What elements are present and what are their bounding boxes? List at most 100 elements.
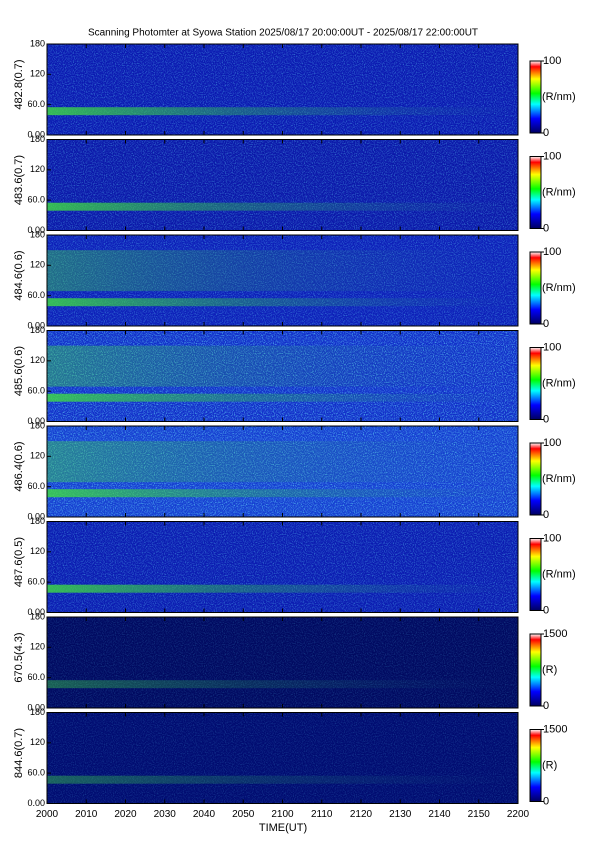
y-tick-label: 0.00 (27, 416, 45, 426)
colorbar-label: (R/nm) (542, 282, 576, 294)
y-tick-label: 180 (30, 420, 45, 430)
colorbar-tick-label: 1500 (543, 628, 567, 640)
y-tick-label: 120 (30, 642, 45, 652)
panel-noise (47, 521, 518, 613)
colorbar (529, 442, 542, 516)
colorbar-label: (R/nm) (542, 186, 576, 198)
colorbar-tick-label: 0 (543, 604, 549, 616)
y-axis-label: 670.5(4.3) (13, 632, 25, 682)
x-tick-label: 2000 (36, 809, 59, 820)
y-tick-label: 0.00 (27, 702, 45, 712)
panel-noise (47, 44, 518, 135)
colorbar (529, 251, 542, 325)
aurora-band (47, 345, 518, 387)
aurora-band (47, 250, 518, 292)
colorbar-tick-label: 100 (543, 55, 561, 67)
x-tick-label: 2100 (271, 809, 294, 820)
y-tick-label: 60.0 (27, 386, 45, 396)
panel-noise (47, 712, 518, 804)
colorbar-label: (R/nm) (542, 377, 576, 389)
aurora-band (47, 393, 518, 402)
aurora-band (47, 298, 518, 307)
colorbar (529, 729, 542, 802)
y-tick-label: 60.0 (27, 290, 45, 300)
y-tick-label: 120 (30, 164, 45, 174)
y-tick-label: 60.0 (27, 672, 45, 682)
colorbar (529, 633, 542, 707)
colorbar-tick-label: 100 (543, 341, 561, 353)
colorbar-tick-label: 100 (543, 532, 561, 544)
x-tick-label: 2040 (193, 809, 216, 820)
y-tick-label: 0.00 (27, 129, 45, 139)
y-tick-label: 120 (30, 451, 45, 461)
y-axis-label: 486.4(0.6) (13, 441, 25, 491)
y-axis-label: 844.6(0.7) (13, 728, 25, 778)
y-tick-label: 0.00 (27, 320, 45, 330)
aurora-band (47, 107, 518, 116)
aurora-band (47, 680, 518, 689)
y-tick-label: 180 (30, 134, 45, 144)
colorbar-tick-label: 1500 (543, 723, 567, 735)
colorbar-label: (R) (542, 664, 557, 676)
x-tick-label: 2110 (311, 809, 333, 820)
y-tick-label: 60.0 (27, 99, 45, 109)
y-tick-label: 180 (30, 38, 45, 48)
y-tick-label: 60.0 (27, 577, 45, 587)
y-tick-label: 180 (30, 611, 45, 621)
x-tick-label: 2010 (75, 809, 98, 820)
y-tick-label: 180 (30, 325, 45, 335)
y-tick-label: 120 (30, 546, 45, 556)
x-tick-label: 2140 (428, 809, 451, 820)
y-tick-label: 0.00 (27, 798, 45, 808)
colorbar-tick-label: 100 (543, 437, 561, 449)
aurora-band (47, 584, 518, 593)
y-axis-label: 484.6(0.6) (13, 250, 25, 300)
y-tick-label: 0.00 (27, 225, 45, 235)
x-tick-label: 2030 (154, 809, 177, 820)
colorbar-tick-label: 0 (543, 700, 549, 712)
colorbar-tick-label: 0 (543, 509, 549, 521)
y-tick-label: 0.00 (27, 511, 45, 521)
y-tick-label: 180 (30, 229, 45, 239)
x-tick-label: 2020 (114, 809, 137, 820)
y-tick-label: 0.00 (27, 607, 45, 617)
panel-noise (47, 617, 518, 708)
colorbar-tick-label: 100 (543, 150, 561, 162)
colorbar-label: (R) (542, 759, 557, 771)
y-tick-label: 60.0 (27, 768, 45, 778)
aurora-band (47, 202, 518, 211)
x-tick-label: 2130 (389, 809, 412, 820)
colorbar (529, 60, 542, 134)
aurora-band (47, 489, 518, 498)
colorbar (529, 538, 542, 611)
x-axis-label: TIME(UT) (259, 822, 307, 834)
colorbar-label: (R/nm) (542, 473, 576, 485)
chart-title: Scanning Photomter at Syowa Station 2025… (88, 28, 478, 39)
x-tick-label: 2150 (468, 809, 491, 820)
y-axis-label: 485.6(0.6) (13, 346, 25, 396)
colorbar-label: (R/nm) (542, 91, 576, 103)
x-tick-label: 2050 (232, 809, 255, 820)
aurora-band (47, 441, 518, 483)
y-tick-label: 180 (30, 516, 45, 526)
colorbar-tick-label: 0 (543, 127, 549, 139)
y-axis-label: 487.6(0.5) (13, 537, 25, 587)
colorbar-tick-label: 0 (543, 795, 549, 807)
colorbar-tick-label: 100 (543, 246, 561, 258)
colorbar (529, 347, 542, 420)
y-tick-label: 180 (30, 707, 45, 717)
colorbar-tick-label: 0 (543, 413, 549, 425)
y-tick-label: 120 (30, 355, 45, 365)
y-tick-label: 60.0 (27, 481, 45, 491)
y-axis-label: 482.8(0.7) (13, 59, 25, 109)
y-tick-label: 120 (30, 737, 45, 747)
colorbar-tick-label: 0 (543, 222, 549, 234)
y-axis-label: 483.6(0.7) (13, 155, 25, 205)
x-tick-label: 2200 (507, 809, 530, 820)
colorbar (529, 156, 542, 229)
y-tick-label: 120 (30, 69, 45, 79)
colorbar-label: (R/nm) (542, 568, 576, 580)
colorbar-tick-label: 0 (543, 318, 549, 330)
y-tick-label: 60.0 (27, 195, 45, 205)
